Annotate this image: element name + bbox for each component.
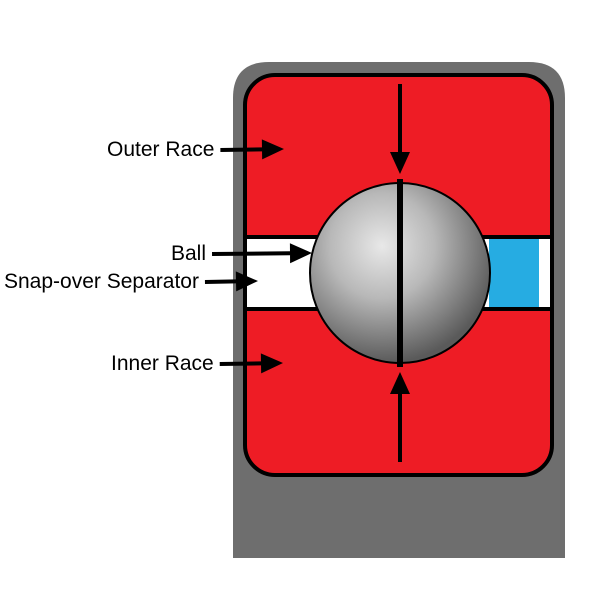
label-separator: Snap-over Separator: [4, 270, 199, 294]
label-outer-race: Outer Race: [107, 138, 214, 162]
label-ball: Ball: [171, 242, 206, 266]
label-inner-race: Inner Race: [111, 352, 214, 376]
diagram-svg: [0, 0, 600, 600]
bearing-diagram: Outer Race Ball Snap-over Separator Inne…: [0, 0, 600, 600]
